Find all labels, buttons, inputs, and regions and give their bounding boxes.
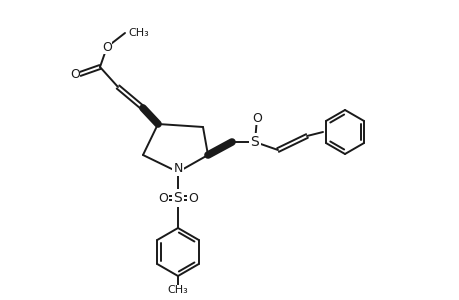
Text: N: N <box>173 161 182 175</box>
Text: O: O <box>102 40 112 53</box>
Text: O: O <box>158 191 168 205</box>
Text: CH₃: CH₃ <box>128 28 148 38</box>
Text: CH₃: CH₃ <box>167 285 188 295</box>
Text: O: O <box>188 191 197 205</box>
Text: O: O <box>252 112 261 124</box>
Text: S: S <box>173 191 182 205</box>
Text: S: S <box>250 135 259 149</box>
Text: O: O <box>70 68 80 80</box>
